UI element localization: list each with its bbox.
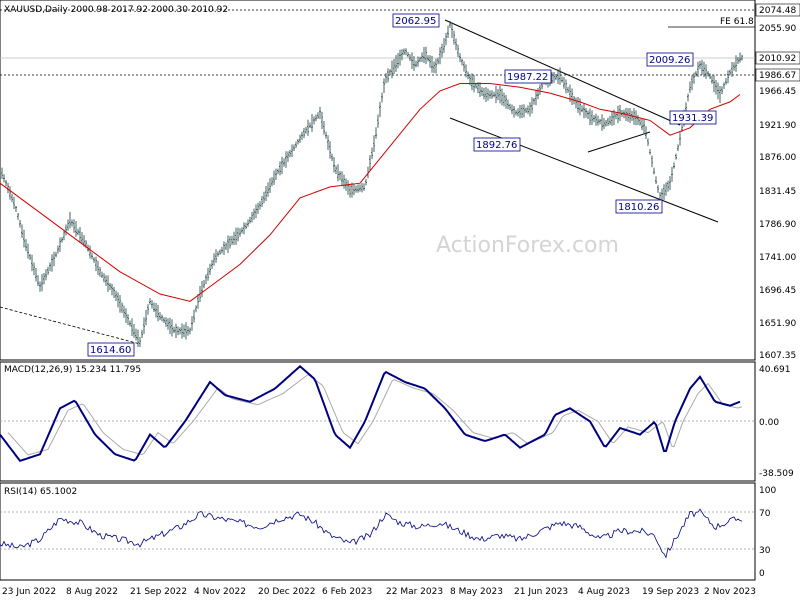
date-tick: 23 Jun 2022 — [2, 587, 56, 597]
svg-text:1614.60: 1614.60 — [90, 345, 131, 356]
svg-text:2009.26: 2009.26 — [649, 55, 690, 66]
rsi-panel — [0, 482, 756, 581]
rsi-tick-30: 30 — [759, 546, 771, 556]
tick-1786: 1786.90 — [759, 220, 796, 230]
date-tick: 21 Sep 2022 — [130, 587, 187, 597]
date-tick: 20 Dec 2022 — [258, 587, 316, 597]
date-axis: 23 Jun 2022 8 Aug 2022 21 Sep 2022 4 Nov… — [2, 587, 756, 597]
channel-lower-line — [449, 117, 719, 223]
date-tick: 19 Sep 2023 — [642, 587, 699, 597]
macd-panel — [0, 361, 756, 482]
label-1614: 1614.60 — [87, 342, 135, 357]
tick-2074: 2074.48 — [759, 6, 796, 16]
macd-signal-line — [7, 373, 743, 456]
rsi-tick-100: 100 — [759, 486, 776, 496]
tick-1831: 1831.45 — [759, 187, 796, 197]
date-tick: 4 Aug 2023 — [578, 587, 630, 597]
rsi-tick-70: 70 — [759, 509, 771, 519]
macd-axis: 40.691 0.00 -38.509 — [759, 365, 794, 479]
date-tick: 22 Mar 2023 — [386, 587, 443, 597]
trend-dashed-line — [0, 306, 141, 345]
svg-text:1931.39: 1931.39 — [672, 113, 713, 124]
tick-1921: 1921.90 — [759, 121, 796, 131]
price-panel — [0, 0, 756, 361]
date-tick: 8 Aug 2022 — [66, 587, 118, 597]
label-2009: 2009.26 — [646, 52, 694, 67]
svg-text:1892.76: 1892.76 — [476, 140, 517, 151]
date-tick: 4 Nov 2022 — [194, 587, 246, 597]
label-1987: 1987.22 — [504, 69, 552, 84]
svg-text:2062.95: 2062.95 — [395, 16, 436, 27]
tick-1876: 1876.00 — [759, 153, 796, 163]
tick-2055: 2055.90 — [759, 24, 796, 34]
label-1810: 1810.26 — [615, 199, 663, 214]
date-tick: 21 Jun 2023 — [514, 587, 568, 597]
macd-title: MACD(12,26,9) 15.234 11.795 — [4, 365, 141, 375]
macd-tick-top: 40.691 — [759, 365, 791, 375]
price-candles — [1, 20, 743, 348]
tick-1607: 1607.35 — [759, 351, 796, 361]
tick-2010: 2010.92 — [759, 54, 796, 64]
tick-1741: 1741.00 — [759, 253, 796, 263]
price-axis: 2074.48 2055.90 2010.92 1986.67 1966.45 … — [755, 3, 800, 361]
label-1892: 1892.76 — [473, 137, 521, 152]
watermark: ActionForex.com — [436, 233, 619, 258]
moving-average-line — [0, 83, 741, 302]
macd-line — [0, 364, 741, 462]
label-2062: 2062.95 — [392, 13, 440, 28]
rsi-title: RSI(14) 65.1002 — [4, 487, 77, 497]
label-fe618: FE 61.8 — [720, 17, 754, 27]
label-1931: 1931.39 — [669, 110, 717, 125]
rsi-axis: 100 70 30 0 — [759, 486, 776, 579]
date-tick: 6 Feb 2023 — [322, 587, 372, 597]
tick-1966: 1966.45 — [759, 87, 796, 97]
date-tick: 2 Nov 2023 — [704, 587, 756, 597]
channel-upper-line — [444, 19, 681, 126]
tick-1986: 1986.67 — [759, 71, 796, 81]
svg-text:1810.26: 1810.26 — [618, 202, 659, 213]
tick-1696: 1696.45 — [759, 286, 796, 296]
rsi-line — [0, 508, 743, 559]
svg-text:1987.22: 1987.22 — [507, 72, 548, 83]
rsi-tick-0: 0 — [759, 569, 765, 579]
tick-1651: 1651.90 — [759, 319, 796, 329]
triangle-line — [587, 131, 651, 153]
macd-tick-zero: 0.00 — [759, 418, 779, 428]
date-tick: 8 May 2023 — [450, 587, 503, 597]
macd-tick-bottom: -38.509 — [759, 469, 794, 479]
